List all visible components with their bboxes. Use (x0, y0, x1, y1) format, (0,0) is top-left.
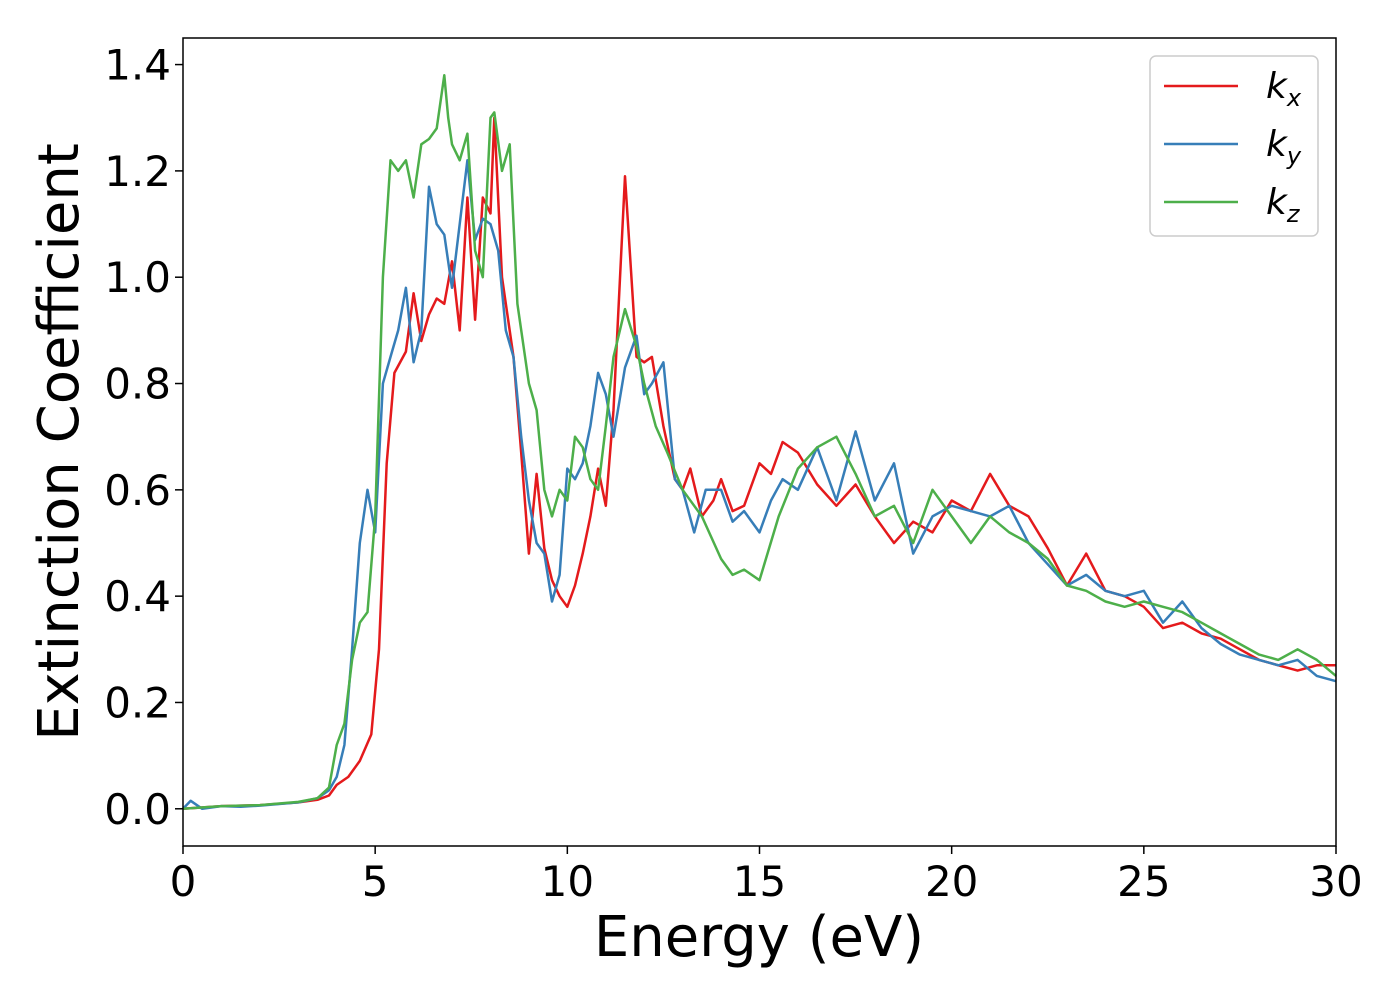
x-axis-ticks: 0 5 10 15 20 25 30 (170, 846, 1363, 906)
y-tick-label: 0.0 (104, 785, 171, 834)
series-line-ky (182, 159, 1337, 811)
series-line-kz (182, 73, 1337, 811)
x-tick-label: 20 (925, 857, 978, 906)
x-tick-label: 30 (1309, 857, 1362, 906)
series-layer (182, 73, 1337, 811)
x-tick-label: 15 (733, 857, 786, 906)
y-tick-label: 0.2 (104, 678, 171, 727)
y-axis-ticks: 0.0 0.2 0.4 0.6 0.8 1.0 1.2 1.4 (104, 41, 183, 834)
x-tick-label: 10 (541, 857, 594, 906)
x-tick-label: 25 (1117, 857, 1170, 906)
legend-box (1149, 55, 1319, 237)
x-axis-title: Energy (eV) (594, 905, 924, 970)
y-tick-label: 0.8 (104, 360, 171, 409)
y-tick-label: 1.2 (104, 147, 171, 196)
y-tick-label: 0.4 (104, 572, 171, 621)
y-tick-label: 1.4 (104, 41, 171, 90)
y-axis-title: Extinction Coefficient (27, 143, 92, 741)
y-tick-label: 0.6 (104, 466, 171, 515)
x-tick-label: 5 (362, 857, 389, 906)
y-tick-label: 1.0 (104, 253, 171, 302)
x-tick-label: 0 (170, 857, 197, 906)
